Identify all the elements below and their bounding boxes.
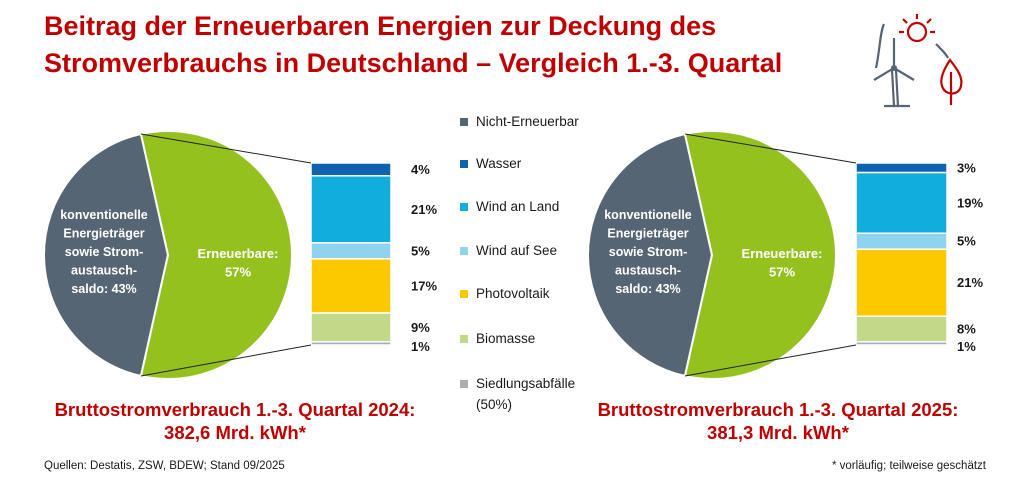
legend-swatch: [460, 203, 468, 211]
stack-value-label: 5%: [411, 243, 430, 258]
total-2025-line-1: Bruttostromverbrauch 1.-3. Quartal 2025:: [597, 399, 959, 420]
legend-label: Wasser: [476, 156, 522, 171]
stack-value-label: 4%: [411, 162, 430, 177]
title-line-2: Stromverbrauchs in Deutschland – Verglei…: [44, 48, 783, 78]
connector-line-bottom: [140, 344, 312, 377]
connector-line-top: [140, 133, 312, 164]
pie-slice-conventional: [43, 132, 170, 378]
stack-segment: [855, 171, 948, 234]
stack-segment: [310, 242, 392, 260]
legend-swatch: [460, 160, 468, 168]
stack-segment: [855, 341, 948, 346]
stack-segment: [310, 258, 392, 314]
stack-segment: [310, 162, 392, 177]
stack-value-label: 5%: [957, 234, 976, 249]
legend-sublabel: (50%): [476, 397, 512, 412]
renewable-energy-logo-icon: [873, 14, 963, 108]
stack-segment: [855, 248, 948, 318]
pie-label-renewable: Erneuerbare: 57%: [198, 246, 279, 280]
legend-label: Wind an Land: [476, 199, 559, 214]
legend-swatch: [460, 247, 468, 255]
legend-swatch: [460, 118, 468, 126]
legend-label: Biomasse: [476, 331, 535, 346]
chart-legend: Nicht-Erneuerbar Wasser Wind an Land Wind a…: [460, 114, 579, 412]
page-title: Beitrag der Erneuerbaren Energien zur De…: [44, 8, 824, 82]
title-line-1: Beitrag der Erneuerbaren Energien zur De…: [44, 11, 717, 41]
total-2024-line-2: 382,6 Mrd. kWh*: [164, 422, 306, 443]
pie-label-conventional: konventionelle Energieträger sowie Strom-a…: [604, 208, 692, 296]
legend-swatch: [460, 335, 468, 343]
pie-chart-2025: konventionelle Energieträger sowie Strom-a…: [587, 130, 837, 380]
pie-slice-renewable: [139, 130, 293, 380]
legend-swatch: [460, 380, 468, 388]
legend-label: Photovoltaik: [476, 286, 550, 301]
stack-segment: [310, 312, 392, 343]
stack-segment: [310, 341, 392, 346]
stack-value-label: 17%: [411, 278, 437, 293]
stack-segment: [855, 315, 948, 343]
total-consumption-2025: Bruttostromverbrauch 1.-3. Quartal 2025:…: [558, 398, 998, 444]
stack-value-label: 19%: [957, 195, 983, 210]
pie-label-conventional: konventionelle Energieträger sowie Strom-a…: [60, 208, 148, 296]
total-consumption-2024: Bruttostromverbrauch 1.-3. Quartal 2024:…: [15, 398, 455, 444]
stack-value-label: 21%: [411, 202, 437, 217]
stack-value-label: 9%: [411, 320, 430, 335]
stack-segment: [855, 162, 948, 174]
stack-value-label: 3%: [957, 160, 976, 175]
stack-value-label: 8%: [957, 322, 976, 337]
stack-value-label: 1%: [957, 339, 976, 354]
total-2025-line-2: 381,3 Mrd. kWh*: [707, 422, 849, 443]
stack-value-label: 21%: [957, 275, 983, 290]
footnote: * vorläufig; teilweise geschätzt: [831, 460, 986, 472]
legend-label: Nicht-Erneuerbar: [476, 114, 579, 129]
pie-slice-renewable: [683, 130, 837, 380]
connector-line-bottom: [684, 344, 857, 377]
legend-label: Wind auf See: [476, 243, 557, 258]
pie-chart-2024: konventionelle Energieträger sowie Strom-a…: [43, 130, 293, 380]
connector-line-top: [684, 133, 857, 164]
stack-segment: [310, 175, 392, 244]
legend-label: Siedlungsabfälle: [476, 376, 575, 391]
stack-segment: [855, 232, 948, 250]
pie-label-renewable: Erneuerbare: 57%: [742, 246, 823, 280]
stack-value-label: 1%: [411, 339, 430, 354]
renewables-breakdown-2024: 4% 21% 5% 17% 9% 1%: [140, 133, 437, 377]
total-2024-line-1: Bruttostromverbrauch 1.-3. Quartal 2024:: [54, 399, 416, 420]
renewables-breakdown-2025: 3% 19% 5% 21% 8% 1%: [684, 133, 983, 377]
legend-swatch: [460, 290, 468, 298]
source-note: Quellen: Destatis, ZSW, BDEW; Stand 09/2…: [44, 460, 285, 472]
pie-slice-conventional: [587, 132, 714, 378]
